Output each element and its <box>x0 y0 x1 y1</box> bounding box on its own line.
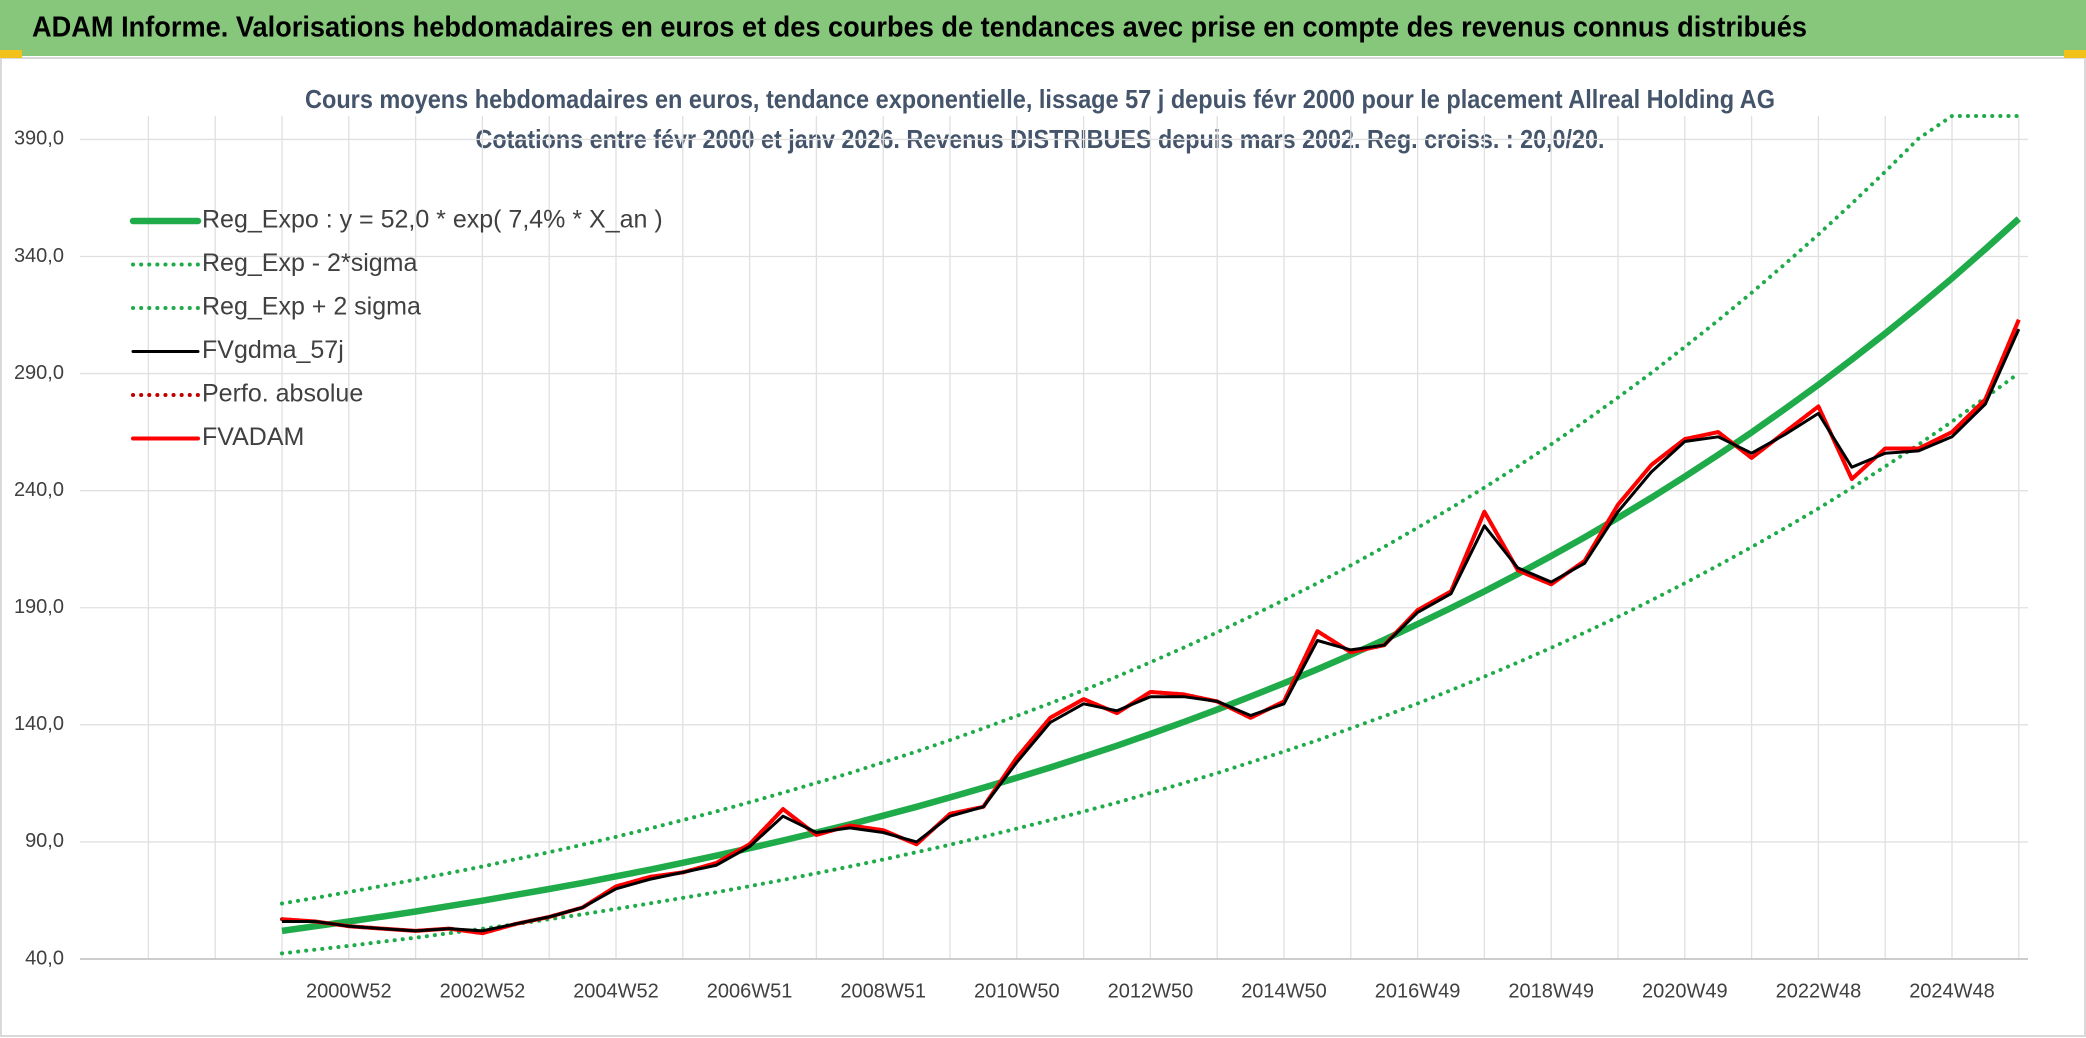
chart-title: Cours moyens hebdomadaires en euros, ten… <box>305 84 1775 114</box>
x-tick-label: 2016W49 <box>1375 980 1461 1002</box>
series-line <box>280 371 2021 956</box>
x-tick-label: 2024W48 <box>1909 980 1995 1002</box>
x-tick-label: 2012W50 <box>1108 980 1194 1002</box>
x-tick-label: 2018W49 <box>1508 980 1594 1002</box>
x-tick-label: 2004W52 <box>573 980 659 1002</box>
y-tick-label: 40,0 <box>25 947 64 969</box>
y-tick-label: 190,0 <box>14 596 64 618</box>
x-tick-label: 2002W52 <box>440 980 526 1002</box>
grid: 2000W52 2002W52 2004W52 2006W51 2008W51 2010W… <box>14 116 2028 1002</box>
x-tick-label: 2022W48 <box>1776 980 1862 1002</box>
plot <box>280 114 2021 956</box>
y-tick-label: 140,0 <box>14 713 64 735</box>
x-tick-label: 2014W50 <box>1241 980 1327 1002</box>
y-tick-label: 390,0 <box>14 128 64 150</box>
series-line <box>282 328 2021 933</box>
x-tick-label: 2000W52 <box>306 980 392 1002</box>
y-tick-label: 90,0 <box>25 830 64 852</box>
legend-label: Perfo. absolue <box>202 380 363 408</box>
x-tick-label: 2010W50 <box>974 980 1060 1002</box>
y-tick-label: 240,0 <box>14 479 64 501</box>
y-tick-label: 340,0 <box>14 245 64 267</box>
legend-label: FVgdma_57j <box>202 336 344 364</box>
header-bar <box>0 0 2086 56</box>
legend: Reg_Expo : y = 52,0 * exp( 7,4% * X_an )… <box>129 206 663 451</box>
header-title: ADAM Informe. Valorisations hebdomadaire… <box>32 12 1807 44</box>
x-tick-label: 2020W49 <box>1642 980 1728 1002</box>
chart-frame <box>0 57 2086 1037</box>
legend-label: Reg_Exp - 2*sigma <box>202 249 417 277</box>
corner-left <box>0 50 22 58</box>
legend-label: Reg_Exp + 2 sigma <box>202 293 421 321</box>
x-tick-label: 2006W51 <box>707 980 793 1002</box>
y-tick-label: 290,0 <box>14 362 64 384</box>
x-tick-label: 2008W51 <box>840 980 926 1002</box>
series-line <box>281 216 2021 935</box>
corner-right <box>2064 50 2086 58</box>
legend-label: FVADAM <box>202 423 304 451</box>
legend-label: Reg_Expo : y = 52,0 * exp( 7,4% * X_an ) <box>202 206 663 234</box>
